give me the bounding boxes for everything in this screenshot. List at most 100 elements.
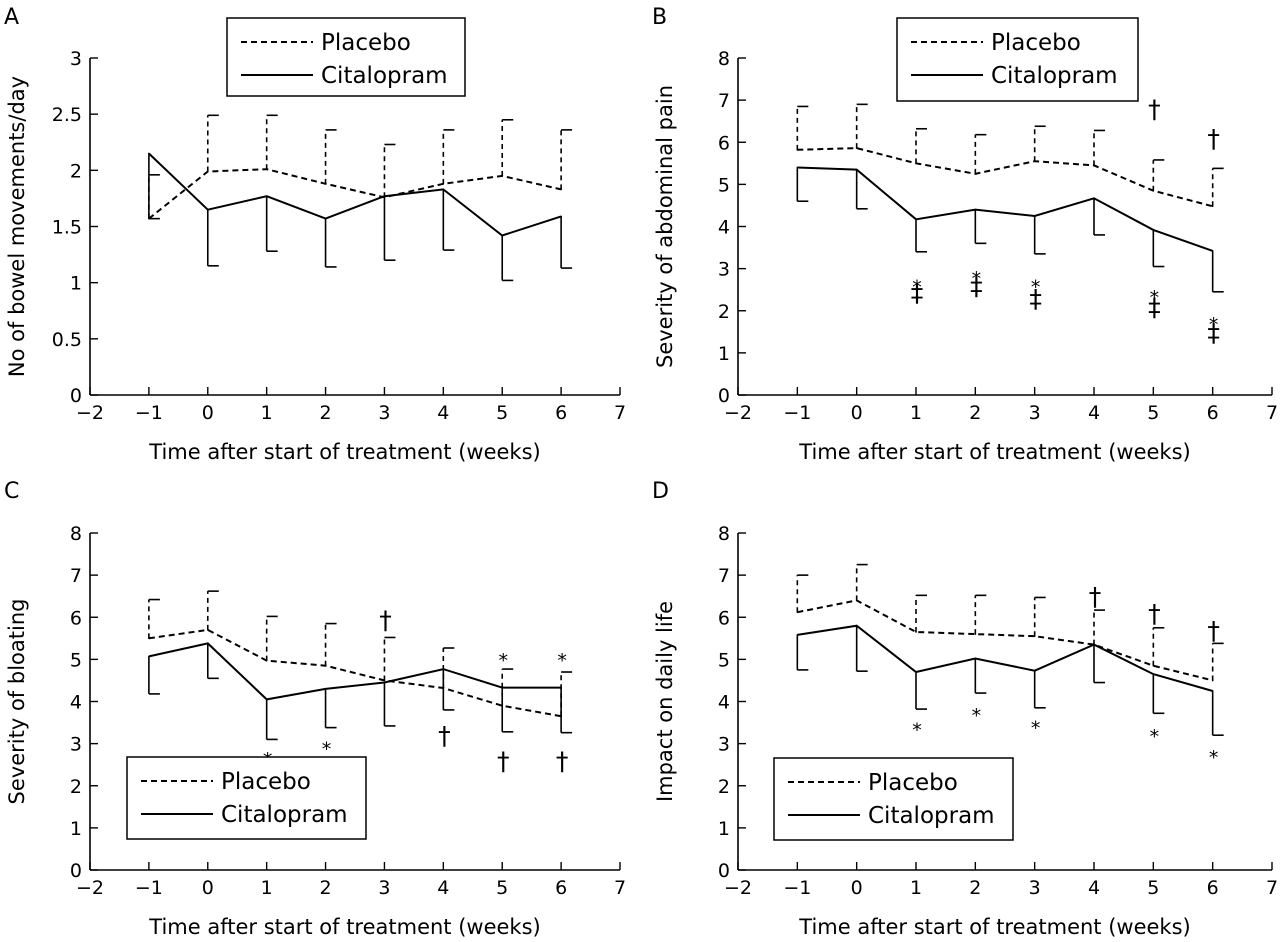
x-tick-label: −1 (135, 877, 163, 899)
x-tick-label: 1 (261, 877, 273, 899)
x-tick-label: −2 (724, 402, 752, 424)
significance-marker: * (498, 650, 508, 672)
significance-marker: † (1148, 599, 1161, 628)
x-tick-label: 3 (378, 402, 390, 424)
y-tick-label: 5 (70, 649, 82, 671)
legend: Placebo Citalopram (773, 757, 1014, 841)
significance-marker: † (1207, 616, 1220, 645)
y-axis-label: Severity of bloating (5, 599, 29, 805)
x-tick-label: 1 (261, 402, 273, 424)
y-tick-label: 3 (70, 48, 82, 70)
significance-marker: * (557, 650, 567, 672)
y-tick-label: 7 (70, 565, 82, 587)
legend-label-citalopram: Citalopram (991, 63, 1118, 89)
significance-marker: * (912, 276, 922, 298)
x-tick-label: 6 (555, 877, 567, 899)
x-axis-label: Time after start of treatment (weeks) (798, 440, 1190, 464)
significance-marker: † (379, 605, 392, 634)
x-axis-label: Time after start of treatment (weeks) (798, 915, 1190, 939)
x-tick-label: 5 (1147, 877, 1159, 899)
significance-marker: ‡ (1148, 293, 1161, 322)
x-tick-label: 1 (910, 877, 922, 899)
y-tick-label: 4 (718, 217, 730, 239)
legend-label-citalopram: Citalopram (321, 63, 448, 89)
panel-b: B −2 −1 0 1 2 3 4 5 6 7 0 1 2 3 4 5 6 7 8 Time after start o… (652, 5, 1278, 464)
x-tick-label: 2 (320, 402, 332, 424)
y-tick-label: 0 (718, 860, 730, 882)
x-tick-label: 5 (496, 402, 508, 424)
x-tick-label: 6 (555, 402, 567, 424)
x-tick-label: 2 (320, 877, 332, 899)
significance-marker: † (1148, 95, 1161, 124)
x-tick-label: 7 (614, 402, 626, 424)
legend-box (773, 757, 1014, 841)
y-tick-label: 1 (70, 273, 82, 295)
significance-marker: ‡ (1207, 318, 1220, 347)
x-tick-label: 5 (496, 877, 508, 899)
y-tick-label: 0.5 (52, 329, 82, 351)
y-tick-label: 5 (718, 174, 730, 196)
x-tick-label: 7 (1266, 402, 1278, 424)
y-tick-label: 6 (70, 607, 82, 629)
significance-marker: † (1089, 582, 1102, 611)
x-tick-label: 6 (1207, 877, 1219, 899)
x-tick-label: 4 (437, 877, 449, 899)
y-axis-label: Severity of abdominal pain (653, 85, 677, 368)
y-tick-label: 2 (718, 301, 730, 323)
significance-marker: † (556, 746, 569, 775)
significance-marker: * (972, 268, 982, 290)
x-tick-label: −2 (76, 877, 104, 899)
y-tick-label: 0 (718, 385, 730, 407)
y-tick-label: 0 (70, 860, 82, 882)
significance-marker: † (497, 746, 510, 775)
y-tick-label: 1 (718, 343, 730, 365)
legend-label-placebo: Placebo (221, 769, 311, 795)
significance-marker: * (972, 705, 982, 727)
x-tick-label: −2 (724, 877, 752, 899)
significance-marker: * (1150, 287, 1160, 309)
legend-box (226, 17, 466, 97)
y-tick-label: 1 (718, 818, 730, 840)
y-axis-label: Impact on daily life (653, 601, 677, 802)
panel-d: D −2 −1 0 1 2 3 4 5 6 7 0 1 2 3 4 5 6 7 8 Time after start o… (652, 479, 1278, 939)
series-placebo-line (148, 628, 562, 718)
y-tick-label: 4 (70, 692, 82, 714)
series-citalopram-line (797, 166, 1214, 252)
y-tick-label: 6 (718, 132, 730, 154)
x-axis-label: Time after start of treatment (weeks) (148, 440, 540, 464)
y-tick-label: 3 (718, 259, 730, 281)
series-placebo-line (797, 599, 1213, 682)
y-tick-label: 8 (70, 523, 82, 545)
x-tick-label: 0 (851, 402, 863, 424)
series-placebo-line (797, 147, 1213, 208)
panel-label: D (652, 479, 669, 504)
y-tick-label: 7 (718, 90, 730, 112)
legend: Placebo Citalopram (896, 17, 1139, 102)
x-tick-label: 0 (202, 877, 214, 899)
panel-label: B (652, 5, 667, 30)
x-tick-label: 7 (614, 877, 626, 899)
legend-label-citalopram: Citalopram (221, 802, 348, 828)
x-tick-label: 2 (969, 402, 981, 424)
significance-marker: * (1150, 726, 1160, 748)
x-tick-label: 3 (378, 877, 390, 899)
legend-label-citalopram: Citalopram (868, 803, 995, 829)
x-tick-label: 2 (969, 877, 981, 899)
x-tick-label: 7 (1266, 877, 1278, 899)
x-axis-label: Time after start of treatment (weeks) (148, 915, 540, 939)
x-tick-label: 1 (910, 402, 922, 424)
y-tick-label: 1.5 (52, 217, 82, 239)
significance-marker: * (1209, 747, 1219, 769)
x-tick-label: 3 (1029, 402, 1041, 424)
x-tick-label: 4 (1088, 877, 1100, 899)
series-citalopram-line (797, 624, 1213, 692)
significance-marker: * (912, 720, 922, 742)
y-tick-label: 0 (70, 385, 82, 407)
x-tick-label: −1 (783, 402, 811, 424)
x-tick-label: −2 (76, 402, 104, 424)
legend-box (896, 17, 1139, 102)
significance-marker: † (1207, 124, 1220, 153)
x-tick-label: 0 (202, 402, 214, 424)
series-placebo-line (148, 168, 562, 220)
legend-label-placebo: Placebo (991, 30, 1081, 56)
